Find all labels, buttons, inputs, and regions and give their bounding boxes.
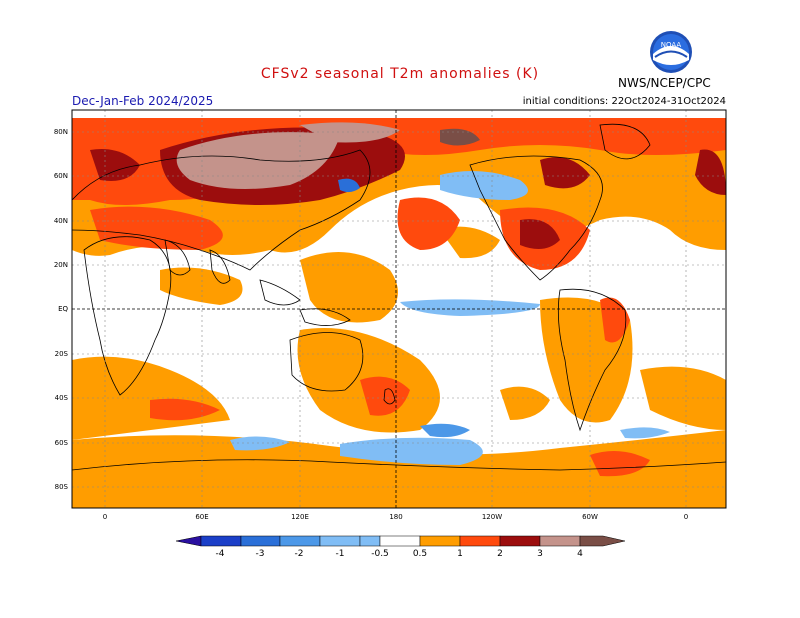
colorbar-seg	[459, 535, 501, 547]
colorbar-seg	[579, 535, 626, 547]
colorbar-label: 0.5	[413, 549, 427, 559]
lat-label: 40S	[55, 394, 69, 402]
map-field	[72, 110, 726, 508]
colorbar-label: 4	[577, 549, 583, 559]
latitude-labels: 80N 60N 40N 20N EQ 20S 40S 60S 80S	[54, 128, 69, 491]
colorbar-seg	[419, 535, 461, 547]
longitude-labels: 0 60E 120E 180 120W 60W 0	[103, 513, 688, 521]
lon-label: 60E	[195, 513, 208, 521]
lat-label: 60S	[55, 439, 69, 447]
noaa-logo-icon: NOAA	[650, 31, 692, 73]
colorbar-seg	[279, 535, 321, 547]
lon-label: 120W	[482, 513, 502, 521]
lon-label: 0	[103, 513, 107, 521]
colorbar-seg	[359, 535, 381, 547]
colorbar-label: -2	[295, 549, 304, 559]
equatorial-pacific-cool	[400, 299, 540, 316]
map-title: CFSv2 seasonal T2m anomalies (K)	[260, 66, 540, 82]
colorbar-label: -4	[216, 549, 225, 559]
colorbar-seg	[379, 535, 421, 547]
lat-label: 80S	[55, 483, 69, 491]
forecast-period: Dec-Jan-Feb 2024/2025	[72, 94, 214, 108]
colorbar-label: 2	[497, 549, 503, 559]
lat-label: 80N	[54, 128, 68, 136]
colorbar-label: -1	[336, 549, 345, 559]
agency-label: NWS/NCEP/CPC	[618, 76, 711, 90]
initial-conditions: initial conditions: 22Oct2024-31Oct2024	[522, 96, 726, 107]
colorbar-labels: -4 -3 -2 -1 -0.5 0.5 1 2 3 4	[216, 549, 584, 559]
colorbar-label: 1	[457, 549, 463, 559]
lat-label: 20N	[54, 261, 68, 269]
colorbar-label: -3	[256, 549, 265, 559]
lat-label: 20S	[55, 350, 69, 358]
colorbar-seg	[499, 535, 541, 547]
colorbar-seg	[200, 535, 242, 547]
graticule	[72, 110, 726, 508]
colorbar-label: -0.5	[371, 549, 389, 559]
lon-label: 120E	[291, 513, 309, 521]
colorbar-seg	[240, 535, 281, 547]
north-pacific-cool	[440, 171, 528, 200]
lat-label: 40N	[54, 217, 68, 225]
lon-label: 60W	[582, 513, 598, 521]
colorbar-label: 3	[537, 549, 543, 559]
map-frame	[71, 109, 727, 509]
lat-label: EQ	[58, 305, 68, 313]
siberia-max-anomaly	[176, 132, 340, 189]
colorbar-seg	[319, 535, 361, 547]
logo-text: NOAA	[661, 41, 682, 49]
lon-label: 0	[684, 513, 688, 521]
lon-label: 180	[389, 513, 402, 521]
colorbar-seg	[175, 535, 202, 547]
colorbar	[175, 535, 626, 547]
colorbar-seg	[539, 535, 581, 547]
coastlines	[72, 123, 726, 471]
lat-label: 60N	[54, 172, 68, 180]
